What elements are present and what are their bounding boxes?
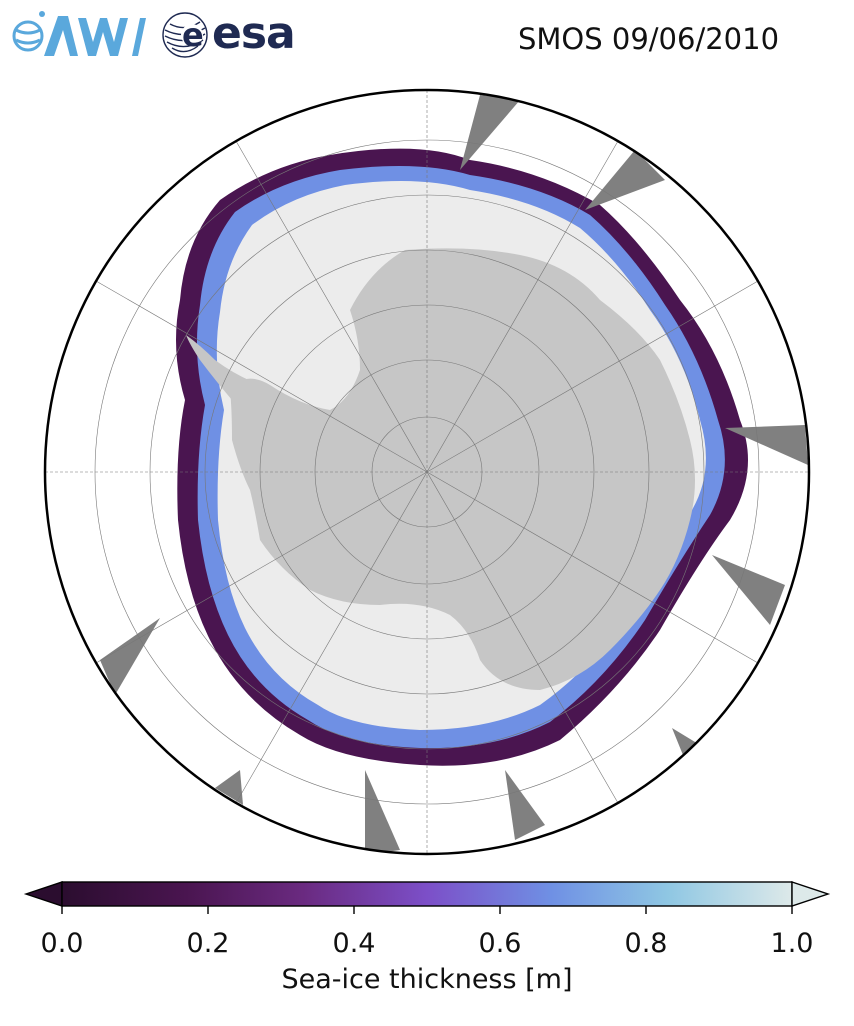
esa-logo-text: esa [212, 8, 296, 59]
colorbar-ticks: 0.0 0.2 0.4 0.6 0.8 1.0 [41, 906, 814, 959]
map-boundary [43, 88, 811, 856]
colorbar-tick-label: 0.6 [479, 928, 522, 959]
colorbar-extend-min [23, 881, 63, 907]
esa-logo-emblem: e [162, 12, 208, 58]
colorbar-tick-label: 1.0 [771, 928, 814, 959]
colorbar-tick-label: 0.0 [41, 928, 84, 959]
missing-data-wedges [100, 95, 808, 854]
colorbar-tick-label: 0.8 [625, 928, 668, 959]
colorbar-extend-max [791, 881, 831, 907]
colorbar-tick-label: 0.4 [333, 928, 376, 959]
colorbar-tick-label: 0.2 [187, 928, 230, 959]
antarctica-landmass [230, 248, 695, 691]
svg-text:e: e [182, 16, 204, 54]
map-title: SMOS 09/06/2010 [518, 22, 780, 56]
colorbar-gradient [61, 881, 793, 907]
graticule [45, 90, 809, 854]
colorbar-label: Sea-ice thickness [m] [281, 964, 573, 995]
antarctic-peninsula [186, 335, 260, 400]
awi-logo [12, 11, 146, 56]
